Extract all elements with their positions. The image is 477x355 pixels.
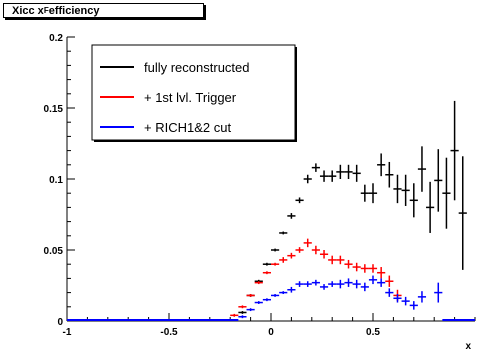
y-tick-label: 0.2	[49, 33, 63, 44]
x-tick-label: -0.5	[160, 327, 178, 338]
y-tick-label: 0	[57, 317, 63, 328]
title-main: Xicc x	[12, 4, 44, 17]
legend: fully reconstructed + 1st lvl. Trigger + R…	[91, 44, 297, 142]
legend-box	[91, 44, 296, 141]
x-tick-label: 0.5	[366, 327, 380, 338]
legend-label-0: fully reconstructed	[144, 60, 250, 75]
x-axis-label: x	[465, 341, 471, 352]
y-tick-label: 0.15	[44, 104, 64, 115]
series-2	[67, 275, 475, 321]
title-subscript: F	[43, 6, 49, 15]
x-tick-label: -1	[63, 327, 72, 338]
y-tick-label: 0.05	[44, 246, 64, 257]
series-0	[238, 100, 467, 314]
legend-label-2: + RICH1&2 cut	[144, 120, 231, 135]
title-tail: efficiency	[48, 4, 100, 17]
series-1	[230, 238, 402, 317]
series-layer	[67, 100, 475, 321]
x-tick-label: 0	[268, 327, 274, 338]
y-tick-label: 0.1	[49, 175, 63, 186]
legend-label-1: + 1st lvl. Trigger	[144, 90, 237, 105]
